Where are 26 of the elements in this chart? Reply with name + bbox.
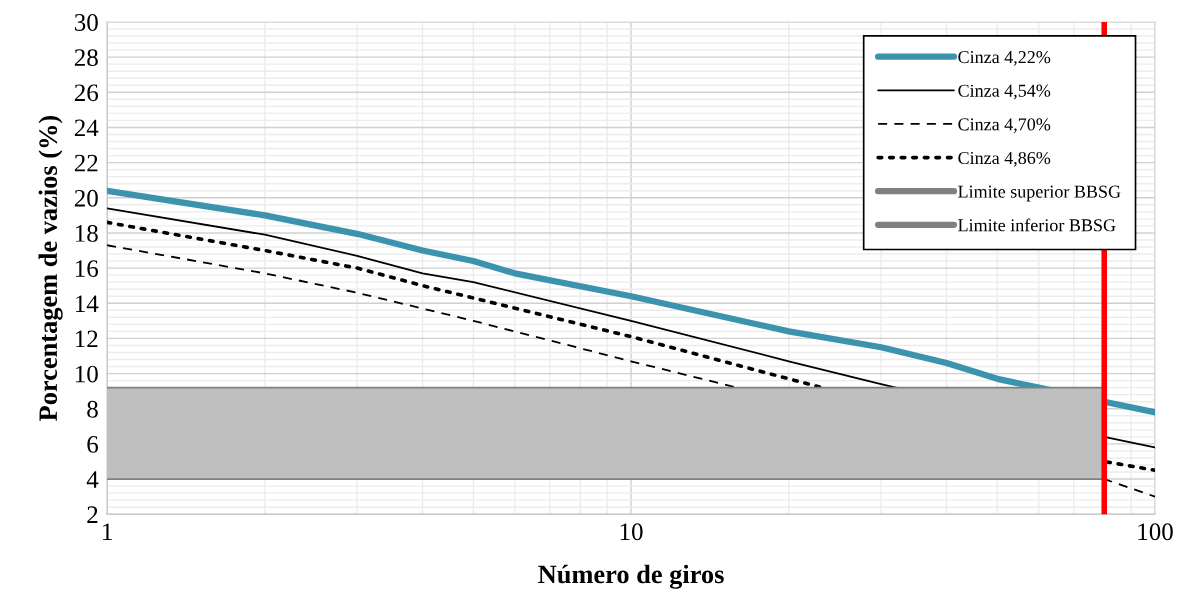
x-tick-label: 1 bbox=[103, 523, 112, 540]
legend-label: Limite superior BBSG bbox=[958, 185, 1121, 202]
x-tick-label: 10 bbox=[620, 523, 643, 541]
y-tick-label: 12 bbox=[75, 330, 98, 348]
x-axis-title: Número de giros bbox=[538, 564, 724, 589]
legend-label: Cinza 4,70% bbox=[958, 118, 1051, 134]
y-tick-label: 20 bbox=[74, 189, 98, 207]
y-tick-label: 22 bbox=[74, 154, 98, 172]
y-tick-label: 8 bbox=[87, 400, 98, 418]
y-axis-title: Porcentagem de vazios (%) bbox=[38, 115, 63, 421]
legend-label: Cinza 4,54% bbox=[958, 84, 1051, 100]
y-tick-label: 16 bbox=[75, 260, 99, 278]
legend-label: Cinza 4,86% bbox=[958, 151, 1051, 167]
y-tick-label: 10 bbox=[75, 365, 98, 383]
y-tick-label: 6 bbox=[87, 436, 99, 453]
legend-label: Limite inferior BBSG bbox=[958, 218, 1116, 232]
y-tick-label: 2 bbox=[87, 506, 98, 523]
y-tick-label: 26 bbox=[74, 84, 99, 102]
x-tick-label: 100 bbox=[1138, 523, 1173, 541]
y-tick-label: 30 bbox=[74, 14, 98, 31]
legend-label: Cinza 4,22% bbox=[958, 50, 1051, 66]
y-tick-label: 14 bbox=[75, 295, 99, 312]
y-tick-label: 18 bbox=[75, 224, 98, 242]
y-tick-label: 24 bbox=[74, 119, 99, 137]
y-tick-label: 28 bbox=[74, 49, 98, 67]
y-tick-label: 4 bbox=[86, 471, 99, 488]
